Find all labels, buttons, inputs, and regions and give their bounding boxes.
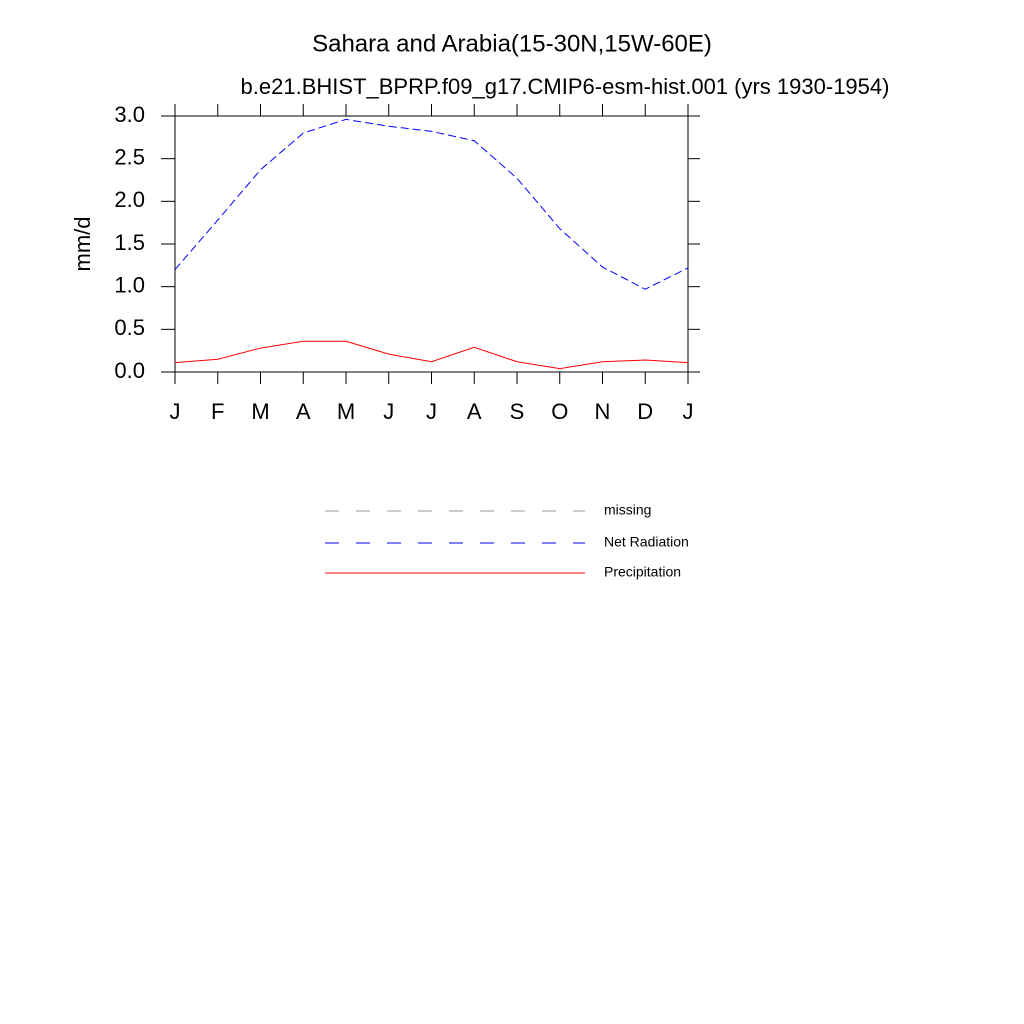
x-tick-label: J bbox=[383, 399, 394, 424]
x-tick-label: J bbox=[170, 399, 181, 424]
x-tick-label: A bbox=[296, 399, 311, 424]
chart-subtitle: b.e21.BHIST_BPRP.f09_g17.CMIP6-esm-hist.… bbox=[241, 74, 890, 99]
legend-label: missing bbox=[604, 502, 651, 518]
chart-title: Sahara and Arabia(15-30N,15W-60E) bbox=[312, 30, 712, 57]
x-tick-label: J bbox=[683, 399, 694, 424]
y-tick-label: 3.0 bbox=[114, 102, 145, 127]
y-tick-label: 0.0 bbox=[114, 358, 145, 383]
y-tick-label: 0.5 bbox=[114, 315, 145, 340]
x-tick-label: D bbox=[637, 399, 653, 424]
y-tick-label: 1.0 bbox=[114, 272, 145, 297]
x-tick-label: O bbox=[551, 399, 568, 424]
x-tick-label: F bbox=[211, 399, 224, 424]
y-tick-label: 2.0 bbox=[114, 187, 145, 212]
data-line bbox=[174, 118, 689, 290]
x-tick-label: J bbox=[426, 399, 437, 424]
y-tick-label: 1.5 bbox=[114, 230, 145, 255]
legend-label: Net Radiation bbox=[604, 534, 689, 550]
data-line bbox=[174, 340, 689, 370]
legend-label: Precipitation bbox=[604, 564, 681, 580]
plot-frame bbox=[174, 115, 689, 373]
x-tick-label: A bbox=[467, 399, 482, 424]
x-tick-label: N bbox=[595, 399, 611, 424]
x-tick-label: S bbox=[510, 399, 525, 424]
y-axis-label: mm/d bbox=[70, 217, 95, 272]
x-tick-label: M bbox=[251, 399, 269, 424]
y-tick-label: 2.5 bbox=[114, 144, 145, 169]
x-tick-label: M bbox=[337, 399, 355, 424]
